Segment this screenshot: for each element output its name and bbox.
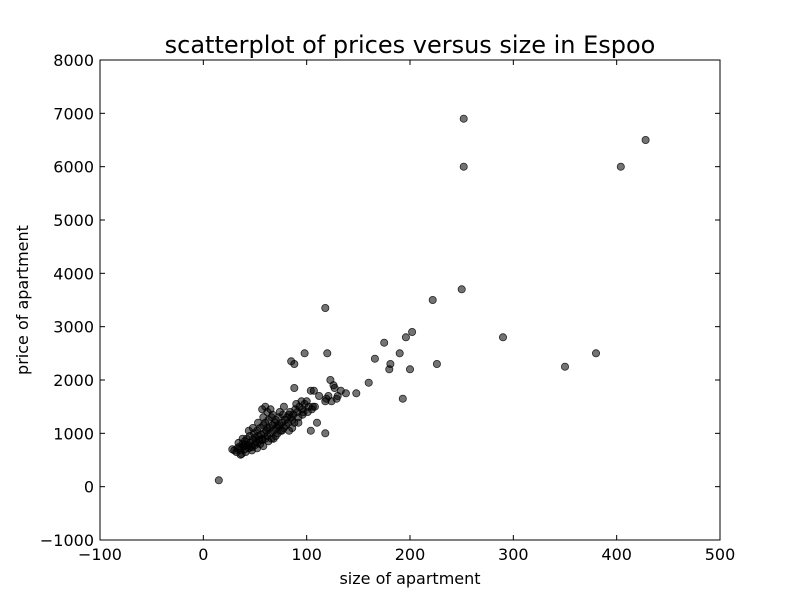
data-point (290, 359, 299, 368)
x-axis-label: size of apartment (339, 569, 480, 588)
data-point (386, 359, 395, 368)
data-point (277, 426, 286, 435)
x-tick-label: 300 (498, 545, 529, 564)
data-point (263, 423, 272, 432)
x-tick-label: −100 (78, 545, 122, 564)
data-point (321, 429, 330, 438)
x-tick-label: 400 (601, 545, 632, 564)
data-point (312, 418, 321, 427)
data-point (592, 349, 601, 358)
y-tick-label: 3000 (53, 318, 94, 337)
data-point (370, 354, 379, 363)
data-point (303, 407, 312, 416)
data-point (238, 434, 247, 443)
data-point (408, 327, 417, 336)
data-point (459, 162, 468, 171)
plot-frame (99, 59, 721, 541)
y-tick-label: 7000 (53, 104, 94, 123)
y-tick-label: 8000 (53, 51, 94, 70)
data-point (294, 418, 303, 427)
y-axis-label: price of apartment (13, 225, 32, 375)
data-point (395, 349, 404, 358)
data-point (326, 375, 335, 384)
x-tick-label: 100 (291, 545, 322, 564)
data-point (269, 434, 278, 443)
data-point (401, 333, 410, 342)
data-point (428, 295, 437, 304)
data-point (247, 443, 256, 452)
data-point (380, 338, 389, 347)
data-point (268, 410, 277, 419)
y-tick-label: 6000 (53, 158, 94, 177)
data-point (459, 114, 468, 123)
y-tick-label: 2000 (53, 371, 94, 390)
data-point (236, 450, 245, 459)
points-layer (214, 114, 650, 485)
data-point (333, 391, 342, 400)
data-point (616, 162, 625, 171)
data-point (321, 397, 330, 406)
y-axis: −1000 0 1000 2000 3000 4000 5000 6000 7000 8000 (40, 51, 720, 550)
x-axis: −100 0 100 200 300 400 500 (78, 60, 735, 564)
data-point (275, 407, 284, 416)
data-point (352, 389, 361, 398)
x-tick-label: 0 (198, 545, 208, 564)
data-point (309, 386, 318, 395)
data-point (290, 383, 299, 392)
data-point (341, 389, 350, 398)
data-point (323, 349, 332, 358)
data-point (308, 402, 317, 411)
data-point (248, 423, 257, 432)
y-tick-label: 1000 (53, 424, 94, 443)
data-point (364, 378, 373, 387)
data-point (258, 434, 267, 443)
data-point (306, 426, 315, 435)
data-point (259, 413, 268, 422)
data-point (498, 333, 507, 342)
x-tick-label: 500 (705, 545, 736, 564)
data-point (405, 365, 414, 374)
data-point (561, 362, 570, 371)
data-point (641, 135, 650, 144)
y-tick-label: 4000 (53, 264, 94, 283)
data-point (288, 423, 297, 432)
data-point (432, 359, 441, 368)
data-point (273, 421, 282, 430)
y-tick-label: 5000 (53, 211, 94, 230)
data-point (279, 402, 288, 411)
data-point (321, 303, 330, 312)
data-point (254, 418, 263, 427)
data-point (285, 410, 294, 419)
chart-title: scatterplot of prices versus size in Esp… (165, 31, 656, 59)
data-point (330, 383, 339, 392)
x-tick-label: 200 (395, 545, 426, 564)
data-point (300, 349, 309, 358)
y-tick-label: −1000 (40, 531, 94, 550)
data-point (253, 438, 262, 447)
data-point (398, 394, 407, 403)
data-point (457, 285, 466, 294)
data-point (315, 391, 324, 400)
y-tick-label: 0 (84, 478, 94, 497)
data-point (214, 476, 223, 485)
